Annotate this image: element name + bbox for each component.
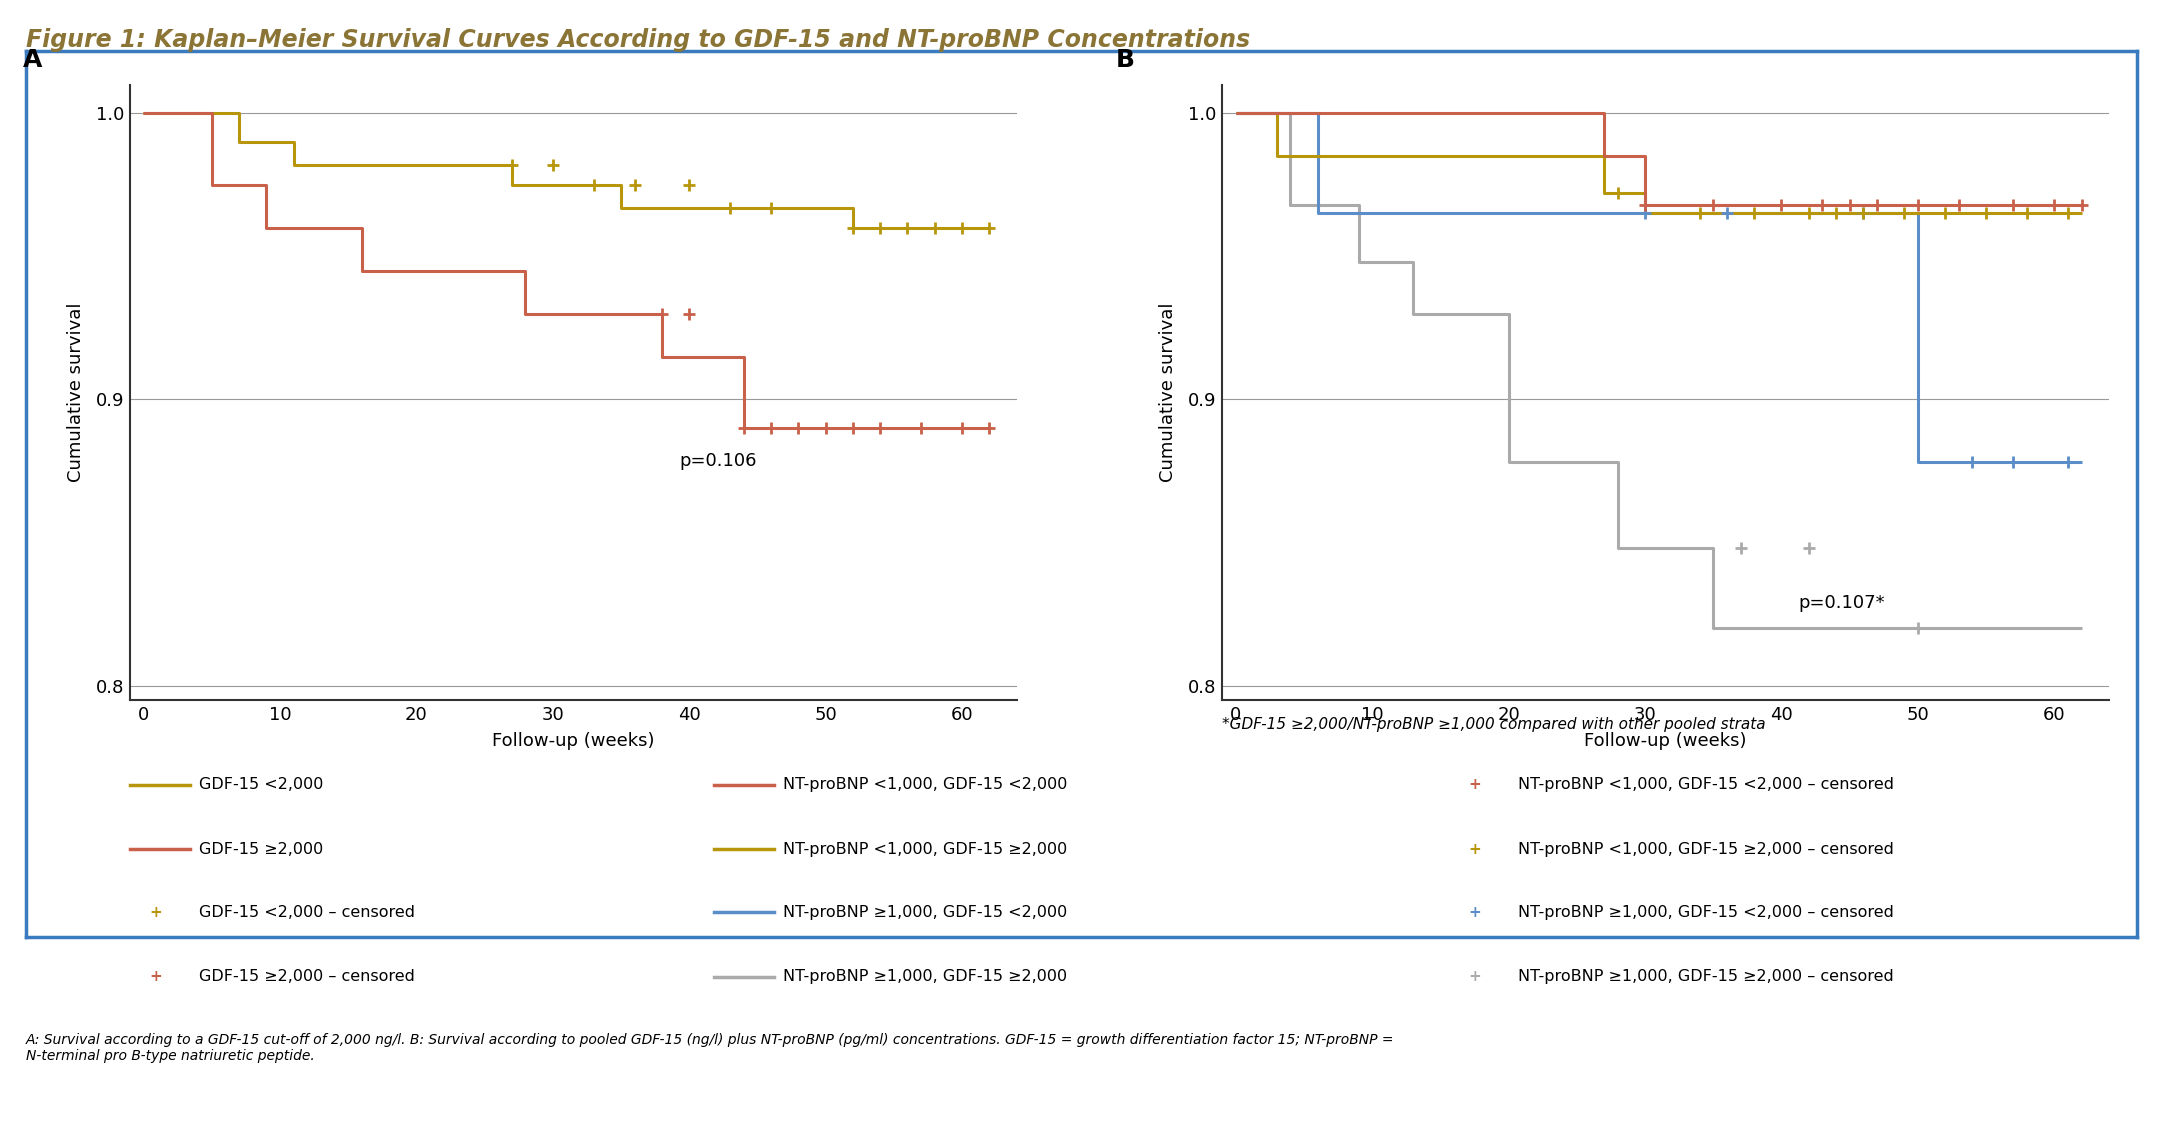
Text: *GDF-15 ≥2,000/NT-proBNP ≥1,000 compared with other pooled strata: *GDF-15 ≥2,000/NT-proBNP ≥1,000 compared… xyxy=(1222,717,1765,732)
Y-axis label: Cumulative survival: Cumulative survival xyxy=(67,303,84,482)
Text: +: + xyxy=(1469,904,1482,920)
Text: NT-proBNP <1,000, GDF-15 ≥2,000: NT-proBNP <1,000, GDF-15 ≥2,000 xyxy=(783,841,1066,857)
Text: GDF-15 <2,000 – censored: GDF-15 <2,000 – censored xyxy=(199,904,415,920)
Text: p=0.106: p=0.106 xyxy=(679,452,757,470)
Text: NT-proBNP ≥1,000, GDF-15 <2,000: NT-proBNP ≥1,000, GDF-15 <2,000 xyxy=(783,904,1066,920)
Text: p=0.107*: p=0.107* xyxy=(1797,594,1886,612)
Text: +: + xyxy=(149,969,162,984)
Text: NT-proBNP <1,000, GDF-15 <2,000 – censored: NT-proBNP <1,000, GDF-15 <2,000 – censor… xyxy=(1518,777,1895,793)
Text: GDF-15 ≥2,000: GDF-15 ≥2,000 xyxy=(199,841,322,857)
Text: Figure 1: Kaplan–Meier Survival Curves According to GDF-15 and NT-proBNP Concent: Figure 1: Kaplan–Meier Survival Curves A… xyxy=(26,28,1250,52)
Y-axis label: Cumulative survival: Cumulative survival xyxy=(1159,303,1177,482)
Text: GDF-15 ≥2,000 – censored: GDF-15 ≥2,000 – censored xyxy=(199,969,415,984)
X-axis label: Follow-up (weeks): Follow-up (weeks) xyxy=(491,732,655,750)
Text: +: + xyxy=(1469,777,1482,793)
Text: NT-proBNP ≥1,000, GDF-15 <2,000 – censored: NT-proBNP ≥1,000, GDF-15 <2,000 – censor… xyxy=(1518,904,1895,920)
X-axis label: Follow-up (weeks): Follow-up (weeks) xyxy=(1583,732,1748,750)
Text: GDF-15 <2,000: GDF-15 <2,000 xyxy=(199,777,324,793)
Text: NT-proBNP ≥1,000, GDF-15 ≥2,000: NT-proBNP ≥1,000, GDF-15 ≥2,000 xyxy=(783,969,1066,984)
Text: NT-proBNP ≥1,000, GDF-15 ≥2,000 – censored: NT-proBNP ≥1,000, GDF-15 ≥2,000 – censor… xyxy=(1518,969,1895,984)
Text: A: A xyxy=(24,49,43,72)
Text: +: + xyxy=(1469,841,1482,857)
Text: +: + xyxy=(1469,969,1482,984)
Text: A: Survival according to a GDF-15 cut-off of 2,000 ng/l. B: Survival according t: A: Survival according to a GDF-15 cut-of… xyxy=(26,1033,1395,1064)
Text: +: + xyxy=(149,904,162,920)
Text: NT-proBNP <1,000, GDF-15 <2,000: NT-proBNP <1,000, GDF-15 <2,000 xyxy=(783,777,1066,793)
Text: NT-proBNP <1,000, GDF-15 ≥2,000 – censored: NT-proBNP <1,000, GDF-15 ≥2,000 – censor… xyxy=(1518,841,1895,857)
Text: B: B xyxy=(1116,49,1136,72)
